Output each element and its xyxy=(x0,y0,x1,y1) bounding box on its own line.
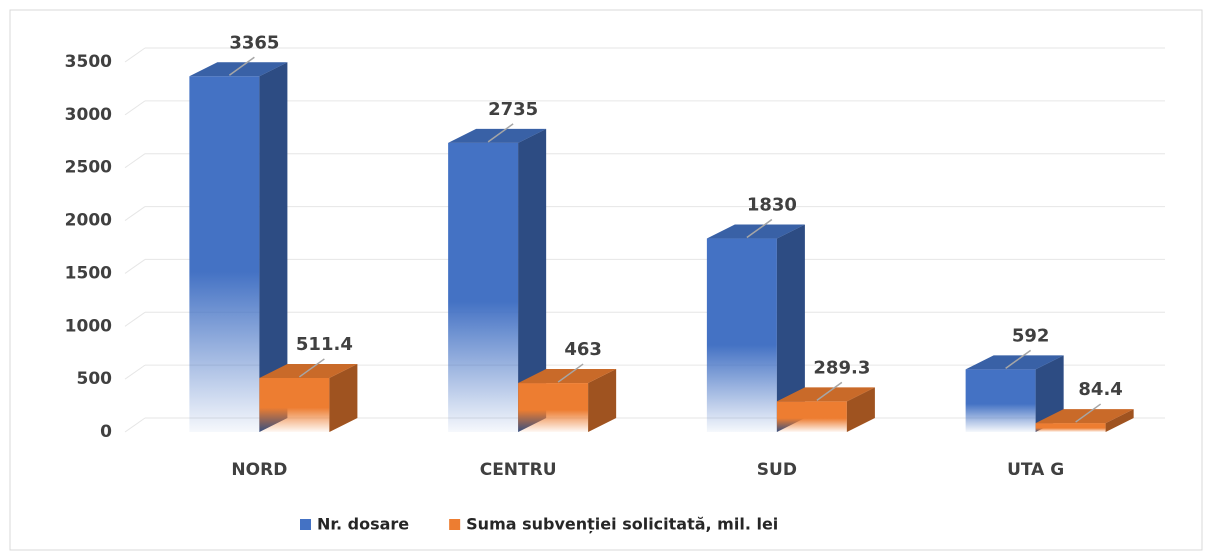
grid-line xyxy=(124,311,146,327)
legend-swatch xyxy=(300,519,311,530)
data-label: 1830 xyxy=(747,195,797,216)
legend-label: Suma subvenției solicitată, mil. lei xyxy=(466,515,778,534)
grid-line xyxy=(124,100,146,116)
y-tick-label: 500 xyxy=(77,369,113,389)
bar-side xyxy=(518,128,547,432)
bar-side xyxy=(846,387,875,432)
y-tick-label: 2000 xyxy=(65,211,112,231)
bar-side-shade xyxy=(259,62,288,433)
grid-line xyxy=(124,47,146,63)
y-tick-label: 3000 xyxy=(65,105,112,125)
bar-side-shade xyxy=(846,387,875,432)
x-tick-label: UTA G xyxy=(1007,460,1064,480)
bar-front xyxy=(518,383,589,432)
data-label: 84.4 xyxy=(1078,379,1122,400)
leader-line xyxy=(298,358,325,378)
grid-line xyxy=(124,206,146,221)
bar-front xyxy=(965,369,1036,432)
bar-side-shade xyxy=(329,363,358,432)
y-tick-label: 3500 xyxy=(65,52,112,72)
legend-label: Nr. dosare xyxy=(317,515,409,534)
bar-front xyxy=(189,76,260,433)
leader-line xyxy=(487,123,514,143)
y-tick-label: 2500 xyxy=(65,158,112,178)
y-tick-label: 1500 xyxy=(65,263,112,283)
bar-side-shade xyxy=(776,224,805,432)
data-label: 2735 xyxy=(488,99,538,120)
legend-swatch xyxy=(449,519,461,530)
bar-side-shade xyxy=(588,369,617,432)
data-label: 511.4 xyxy=(296,334,353,355)
data-label: 3365 xyxy=(229,32,279,53)
bar-side xyxy=(588,369,617,432)
bar-side xyxy=(329,363,358,432)
bar-side-shade xyxy=(518,128,547,432)
leader-line xyxy=(1005,349,1032,370)
y-tick-label: 0 xyxy=(100,422,112,442)
leader-line xyxy=(1075,403,1102,423)
grid-line xyxy=(124,417,146,433)
bar-front xyxy=(776,401,847,432)
x-tick-label: SUD xyxy=(757,460,797,480)
grid-line xyxy=(124,153,146,169)
bar-front xyxy=(706,238,777,432)
bar-front xyxy=(259,377,330,432)
bar-side xyxy=(776,224,805,432)
x-tick-label: CENTRU xyxy=(480,460,557,480)
x-tick-label: NORD xyxy=(231,460,287,480)
y-tick-label: 1000 xyxy=(65,316,112,336)
leader-line xyxy=(746,218,773,239)
leader-line xyxy=(816,381,843,402)
bar-side xyxy=(1105,409,1134,432)
data-label: 592 xyxy=(1012,325,1050,346)
data-label: 289.3 xyxy=(813,357,870,378)
bar-front xyxy=(1035,423,1106,432)
grid-line xyxy=(124,259,146,274)
data-label: 463 xyxy=(564,339,602,360)
grid-line xyxy=(124,364,146,380)
leader-line xyxy=(228,56,255,76)
bar-side-shade xyxy=(1105,409,1134,432)
bar-front xyxy=(448,142,519,432)
bar-side xyxy=(259,62,288,433)
leader-line xyxy=(557,363,584,383)
chart-border xyxy=(9,9,1203,551)
